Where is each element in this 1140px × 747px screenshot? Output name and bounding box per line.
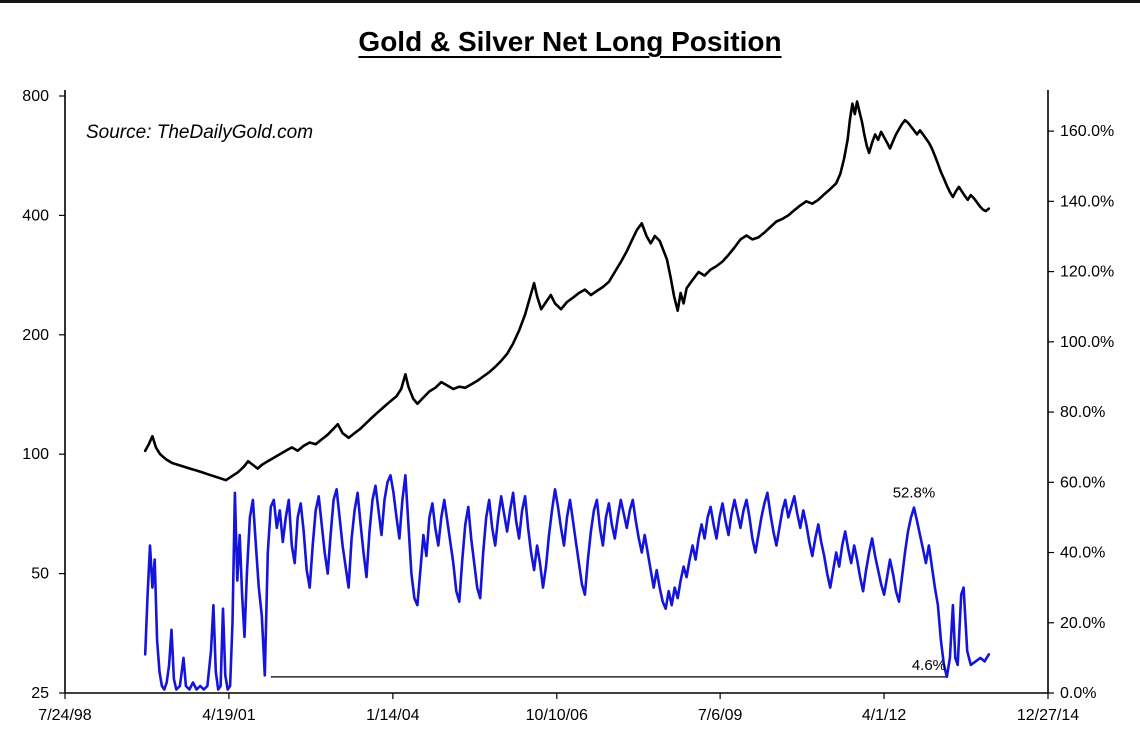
x-axis-tick-label: 12/27/14: [1017, 707, 1079, 724]
right-axis-tick-label: 140.0%: [1060, 193, 1114, 210]
right-axis-tick-label: 0.0%: [1060, 685, 1096, 702]
x-axis-tick-label: 7/24/98: [38, 707, 91, 724]
left-axis-tick-label: 50: [31, 566, 49, 583]
right-axis-tick-label: 160.0%: [1060, 123, 1114, 140]
left-axis-tick-label: 800: [22, 88, 49, 105]
annotation-label: 52.8%: [893, 485, 936, 502]
right-axis-tick-label: 60.0%: [1060, 474, 1105, 491]
right-axis-tick-label: 40.0%: [1060, 545, 1105, 562]
right-axis-tick-label: 120.0%: [1060, 264, 1114, 281]
left-axis-tick-label: 400: [22, 207, 49, 224]
left-axis-tick-label: 200: [22, 327, 49, 344]
x-axis-tick-label: 1/14/04: [366, 707, 419, 724]
right-axis-tick-label: 80.0%: [1060, 404, 1105, 421]
left-axis-tick-label: 100: [22, 446, 49, 463]
top-border: [0, 0, 1140, 3]
blue-line-right-axis: [143, 473, 991, 691]
right-axis-tick-label: 20.0%: [1060, 615, 1105, 632]
annotation-label: 4.6%: [912, 657, 946, 674]
left-axis-tick-label: 25: [31, 685, 49, 702]
x-axis-tick-label: 4/19/01: [202, 707, 255, 724]
black-line-left-axis: [143, 100, 991, 482]
x-axis-tick-label: 4/1/12: [862, 707, 907, 724]
x-axis-tick-label: 10/10/06: [526, 707, 588, 724]
source-note: Source: TheDailyGold.com: [86, 122, 314, 143]
x-axis-tick-label: 7/6/09: [698, 707, 743, 724]
right-axis-tick-label: 100.0%: [1060, 334, 1114, 351]
chart-title: Gold & Silver Net Long Position: [358, 26, 782, 57]
